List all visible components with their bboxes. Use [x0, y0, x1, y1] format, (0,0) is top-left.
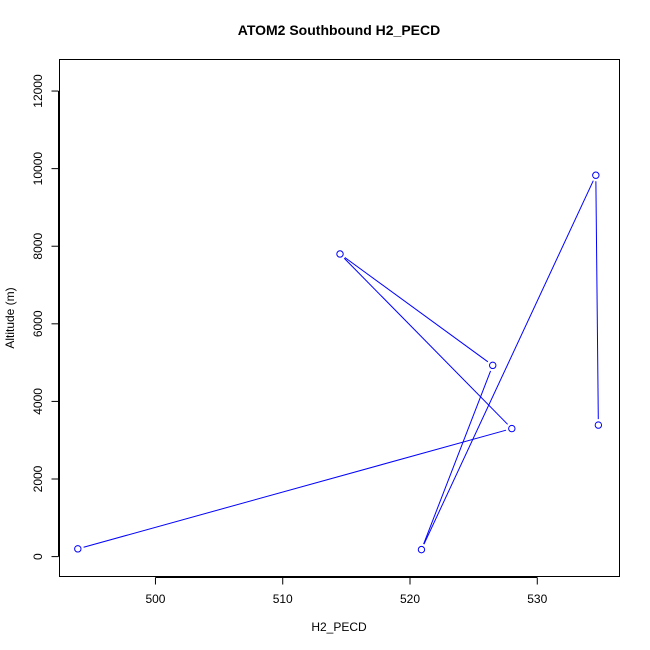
data-point: [594, 421, 603, 429]
x-axis: 500 510 520 530: [145, 577, 548, 606]
plot-area-frame: [59, 59, 620, 577]
series-line-segment: [344, 257, 489, 363]
series-points: [74, 171, 603, 554]
y-tick-label: 0: [31, 553, 45, 560]
y-tick-label: 4000: [31, 388, 45, 415]
data-point: [417, 545, 426, 554]
y-tick-label: 12000: [31, 74, 45, 108]
series-lines: [83, 180, 599, 548]
y-axis-label: Altitude (m): [3, 287, 17, 348]
data-point: [489, 361, 497, 370]
series-line-segment: [423, 370, 492, 545]
series-line-segment: [423, 180, 594, 545]
x-tick-label: 500: [145, 592, 165, 606]
data-point: [336, 250, 344, 258]
y-tick-label: 8000: [31, 233, 45, 260]
data-point: [592, 171, 600, 179]
y-tick-label: 6000: [31, 310, 45, 337]
x-tick-label: 520: [400, 592, 420, 606]
x-axis-label: H2_PECD: [311, 620, 367, 634]
y-tick-label: 2000: [31, 465, 45, 492]
series-line-segment: [83, 429, 507, 548]
data-point: [508, 424, 516, 433]
chart-title: ATOM2 Southbound H2_PECD: [238, 22, 440, 38]
x-tick-label: 510: [273, 592, 293, 606]
x-tick-label: 530: [527, 592, 547, 606]
y-axis: 0 2000 4000 6000 8000 10000 12000: [31, 74, 59, 560]
series-line-segment: [343, 257, 508, 425]
y-tick-label: 10000: [31, 152, 45, 186]
data-point: [74, 545, 82, 553]
series-line-segment: [595, 181, 599, 420]
